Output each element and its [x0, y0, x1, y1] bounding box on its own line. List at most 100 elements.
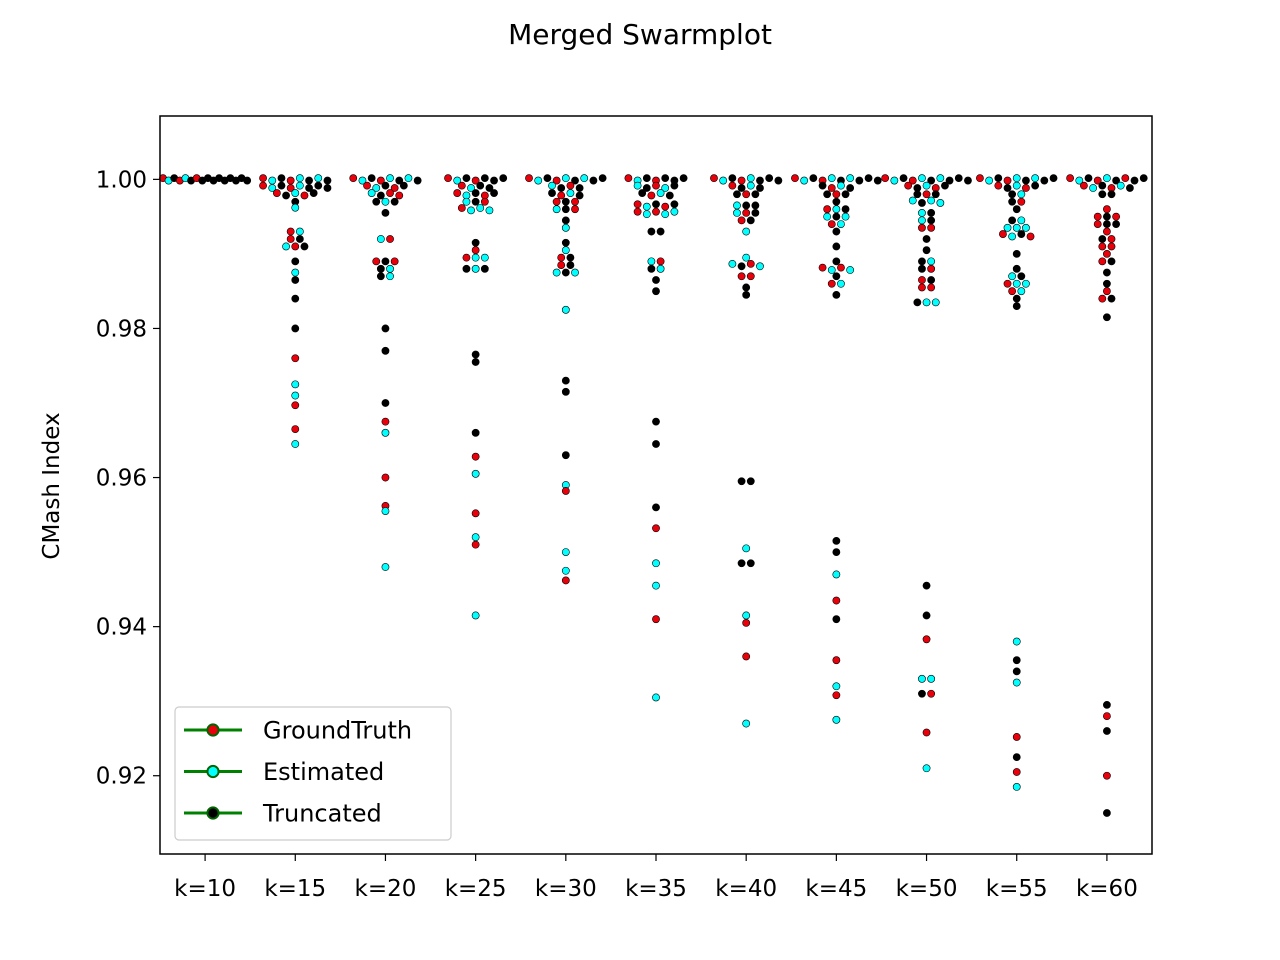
swarm-point-truncated: [243, 176, 252, 185]
swarm-point-truncated: [1130, 176, 1139, 185]
swarm-point-estimated: [918, 674, 926, 683]
swarm-point-estimated: [566, 189, 575, 197]
swarm-point-estimated: [661, 210, 670, 219]
swarm-point-truncated: [323, 184, 332, 192]
swarm-point-truncated: [918, 264, 926, 273]
swarm-point-groundtruth: [291, 425, 300, 433]
swarm-point-estimated: [1022, 223, 1030, 232]
swarm-point-truncated: [561, 197, 570, 206]
swarm-point-truncated: [1008, 216, 1017, 225]
swarm-point-truncated: [638, 189, 647, 197]
swarm-point-estimated: [561, 223, 570, 232]
swarm-point-estimated: [841, 212, 850, 221]
swarm-point-groundtruth: [737, 216, 746, 225]
swarm-point-estimated: [1012, 223, 1021, 232]
swarm-point-estimated: [291, 189, 300, 197]
swarm-point-truncated: [1103, 268, 1111, 277]
swarm-point-truncated: [1112, 220, 1121, 228]
swarm-point-truncated: [1012, 656, 1021, 665]
swarm-point-groundtruth: [571, 197, 579, 206]
swarm-point-truncated: [575, 191, 584, 200]
swarm-point-groundtruth: [742, 190, 751, 199]
swarm-point-groundtruth: [1066, 174, 1075, 183]
swarm-point-estimated: [936, 174, 945, 183]
swarm-point-estimated: [733, 201, 741, 210]
legend-label: Truncated: [262, 800, 382, 828]
swarm-point-truncated: [665, 191, 674, 200]
swarm-point-groundtruth: [291, 354, 300, 363]
swarm-point-groundtruth: [652, 615, 660, 624]
swarm-point-truncated: [376, 272, 385, 281]
swarm-point-groundtruth: [633, 200, 642, 209]
legend-marker: [206, 806, 220, 820]
swarm-point-groundtruth: [918, 223, 926, 232]
swarm-point-truncated: [742, 201, 751, 210]
swarm-point-truncated: [1012, 294, 1021, 303]
swarm-point-truncated: [376, 264, 385, 273]
swarm-point-estimated: [291, 380, 300, 389]
swarm-point-estimated: [480, 253, 489, 262]
swarm-point-estimated: [647, 257, 656, 266]
y-tick-label: 0.92: [96, 764, 147, 790]
swarm-point-estimated: [1012, 637, 1021, 646]
swarm-point-estimated: [827, 174, 836, 183]
swarm-point-groundtruth: [832, 656, 841, 665]
swarm-point-truncated: [832, 272, 841, 281]
x-tick-label: k=20: [355, 876, 417, 902]
swarm-point-estimated: [652, 581, 660, 590]
swarm-point-groundtruth: [386, 189, 394, 197]
swarm-point-truncated: [647, 227, 656, 236]
swarm-point-truncated: [945, 176, 954, 185]
swarm-point-truncated: [462, 264, 471, 273]
swarm-point-estimated: [467, 206, 475, 215]
x-tick-label: k=55: [986, 876, 1048, 902]
swarm-point-groundtruth: [462, 253, 471, 262]
swarm-point-truncated: [323, 176, 332, 185]
swarm-point-estimated: [1075, 176, 1084, 185]
swarm-point-truncated: [490, 189, 498, 197]
swarm-point-truncated: [656, 227, 665, 236]
swarm-point-estimated: [652, 693, 660, 702]
swarm-point-truncated: [756, 176, 764, 185]
swarm-point-truncated: [566, 253, 575, 262]
swarm-point-estimated: [1003, 223, 1012, 232]
x-tick-label: k=10: [174, 876, 236, 902]
swarm-point-estimated: [561, 174, 570, 183]
swarm-point-truncated: [832, 242, 841, 251]
swarm-point-groundtruth: [552, 197, 561, 206]
swarm-point-groundtruth: [1093, 220, 1102, 228]
swarm-point-groundtruth: [927, 223, 936, 232]
swarm-point-truncated: [841, 190, 850, 199]
swarm-point-groundtruth: [1107, 242, 1116, 251]
swarm-point-estimated: [733, 209, 741, 217]
swarm-point-estimated: [381, 563, 390, 571]
y-tick-label: 0.98: [96, 316, 147, 342]
swarm-point-groundtruth: [1093, 212, 1102, 221]
swarm-point-estimated: [1116, 181, 1125, 190]
swarm-point-truncated: [652, 417, 660, 426]
y-tick-label: 0.94: [96, 615, 147, 641]
swarm-point-truncated: [922, 611, 931, 620]
swarm-point-groundtruth: [1098, 294, 1107, 303]
swarm-point-truncated: [548, 189, 556, 197]
swarm-point-estimated: [548, 181, 556, 190]
swarm-point-estimated: [471, 253, 480, 262]
swarm-point-groundtruth: [480, 197, 489, 206]
swarm-point-groundtruth: [1107, 235, 1116, 243]
swarm-point-truncated: [471, 350, 480, 359]
x-tick-label: k=45: [805, 876, 867, 902]
swarm-point-groundtruth: [372, 257, 381, 266]
swarm-point-groundtruth: [1022, 184, 1030, 192]
swarm-point-truncated: [1098, 190, 1107, 199]
swarm-point-truncated: [652, 503, 660, 512]
swarm-point-estimated: [642, 202, 651, 211]
swarm-point-estimated: [381, 197, 390, 206]
swarm-point-estimated: [561, 305, 570, 314]
swarm-point-estimated: [381, 428, 390, 437]
swarm-point-estimated: [485, 206, 494, 215]
swarm-point-groundtruth: [561, 487, 570, 495]
swarm-point-truncated: [652, 440, 660, 448]
swarm-point-truncated: [751, 201, 760, 210]
swarm-point-truncated: [277, 174, 286, 183]
